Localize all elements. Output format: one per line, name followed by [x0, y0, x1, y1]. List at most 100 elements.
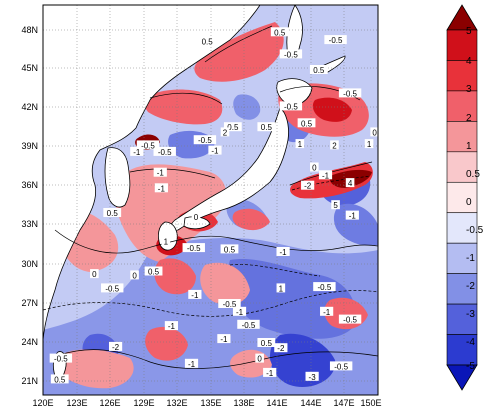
contour-label-background	[279, 101, 303, 111]
colorbar-segment	[446, 121, 478, 153]
contour-label-background	[193, 135, 217, 145]
contour-label-background	[161, 236, 171, 246]
contour-label-background	[90, 269, 99, 279]
contour-label: -0.5	[187, 244, 201, 253]
contour-label: -0.5	[284, 50, 298, 59]
lat-label-30n: 30N	[21, 259, 38, 269]
lat-label-24n: 24N	[21, 337, 38, 347]
contour-label-background	[255, 353, 264, 363]
colorbar-label-4: 4	[466, 56, 472, 67]
contour-label: -2	[304, 182, 312, 191]
contour-label: 0	[194, 213, 199, 222]
contour-label-background	[136, 140, 160, 150]
contour-label-background	[198, 36, 217, 46]
contour-label: -0.5	[318, 283, 332, 292]
colorbar-segment	[446, 29, 478, 61]
contour-label: -1	[168, 322, 176, 331]
contour-label-background	[345, 210, 359, 220]
colorbar-label-1: 1	[466, 141, 472, 152]
contour-label-background	[108, 341, 123, 351]
contour-label: -3	[309, 373, 317, 382]
contour-label-background	[223, 122, 242, 132]
contour-label-background	[153, 146, 176, 156]
contour-label-background	[305, 371, 319, 381]
contour-label: -0.5	[223, 300, 237, 309]
contour-label: -1	[266, 369, 274, 378]
lat-label-48n: 48N	[21, 25, 38, 35]
colorbar-min-triangle	[446, 364, 478, 391]
contour-label: 0.5	[227, 123, 239, 132]
colorbar-segment	[446, 334, 478, 366]
contour-label: -1	[349, 212, 357, 221]
anomaly-field: 0-0.50-1-0.5-1-0.51 -0.5-0.5-1-2 -2-3-1-10…	[43, 5, 378, 395]
contour-label: -1	[211, 147, 219, 156]
contour-label-background	[218, 299, 241, 308]
lat-label-33n: 33N	[21, 219, 38, 229]
contour-label: -1	[188, 360, 196, 369]
contour-label: -0.5	[54, 355, 68, 364]
contour-label: -0.5	[343, 316, 357, 325]
contour-label: 1	[279, 284, 284, 293]
lon-label-123e: 123E	[66, 398, 87, 408]
colorbar-label-5: 5	[466, 26, 472, 37]
contour-label-background	[232, 306, 247, 316]
contour-label-background	[191, 211, 201, 221]
land-masses	[43, 5, 346, 380]
lon-label-141e: 141E	[266, 398, 287, 408]
colorbar-max-triangle	[446, 4, 478, 31]
lon-label-129e: 129E	[133, 398, 154, 408]
contour-label-background	[313, 282, 336, 292]
contour-label: 0.5	[54, 375, 66, 384]
contour-label-background	[257, 338, 276, 347]
colorbar-segment	[446, 303, 478, 335]
contour-label: -1	[157, 169, 165, 178]
contour-label-background	[329, 361, 353, 371]
colorbar-label-neg-0-5: -0.5	[466, 225, 484, 236]
lat-label-21n: 21N	[21, 376, 38, 386]
contour-label: -0.5	[343, 89, 357, 98]
colorbar-label-0-5: 0.5	[466, 169, 480, 180]
colorbar-segment	[446, 242, 478, 274]
contour-label: 0.5	[274, 28, 286, 37]
colorbar-label-neg-3: -3	[466, 309, 475, 320]
colorbar-segment	[446, 60, 478, 92]
lon-label-138e: 138E	[233, 398, 254, 408]
contour-label: 2	[223, 128, 228, 137]
contour-label-background	[237, 319, 260, 329]
lon-label-144e: 144E	[300, 398, 321, 408]
contour-label-background	[182, 243, 205, 253]
colorbar-segment	[446, 181, 478, 214]
longitude-axis: 120E 123E 126E 129E 132E 135E 138E 141E …	[32, 398, 381, 408]
contour-label-background	[208, 145, 222, 155]
contour-label: 2	[332, 141, 337, 150]
contour-label-background	[164, 321, 179, 331]
contour-label-background	[324, 35, 347, 45]
contour-label-background	[364, 139, 374, 149]
contour-label: -0.5	[158, 148, 172, 157]
contour-label: -0.5	[284, 102, 298, 111]
contour-label-background	[154, 183, 168, 193]
contour-label: 1	[367, 140, 372, 149]
contour-label-background	[276, 283, 286, 293]
contour-label-background	[49, 353, 73, 363]
contour-label-background	[370, 127, 378, 137]
contour-label: -0.5	[329, 36, 343, 45]
contour-label-background	[103, 208, 122, 217]
contour-label: -1	[133, 148, 141, 157]
contour-label-background	[153, 167, 167, 177]
contour-label-background	[130, 270, 139, 280]
contour-labels: 0-0.50-1-0.5-1-0.51 -0.5-0.5-1-2 -2-3-1-10…	[49, 27, 378, 384]
lon-label-147e: 147E	[333, 398, 354, 408]
contour-label-background	[101, 283, 124, 293]
gridlines	[43, 5, 378, 395]
contour-label-background	[130, 146, 144, 156]
colorbar-label-3: 3	[466, 84, 472, 95]
contour-label-background	[274, 343, 288, 353]
contour-label: -0.5	[334, 362, 348, 371]
contour-label: 0	[92, 270, 97, 279]
contour-label-background	[330, 140, 339, 150]
contour-label: -1	[191, 291, 199, 300]
lon-label-135e: 135E	[200, 398, 221, 408]
colorbar: 5 4 3 2 1 0.5 0 -0.5 -1 -2 -3 -4 -5	[446, 4, 484, 391]
